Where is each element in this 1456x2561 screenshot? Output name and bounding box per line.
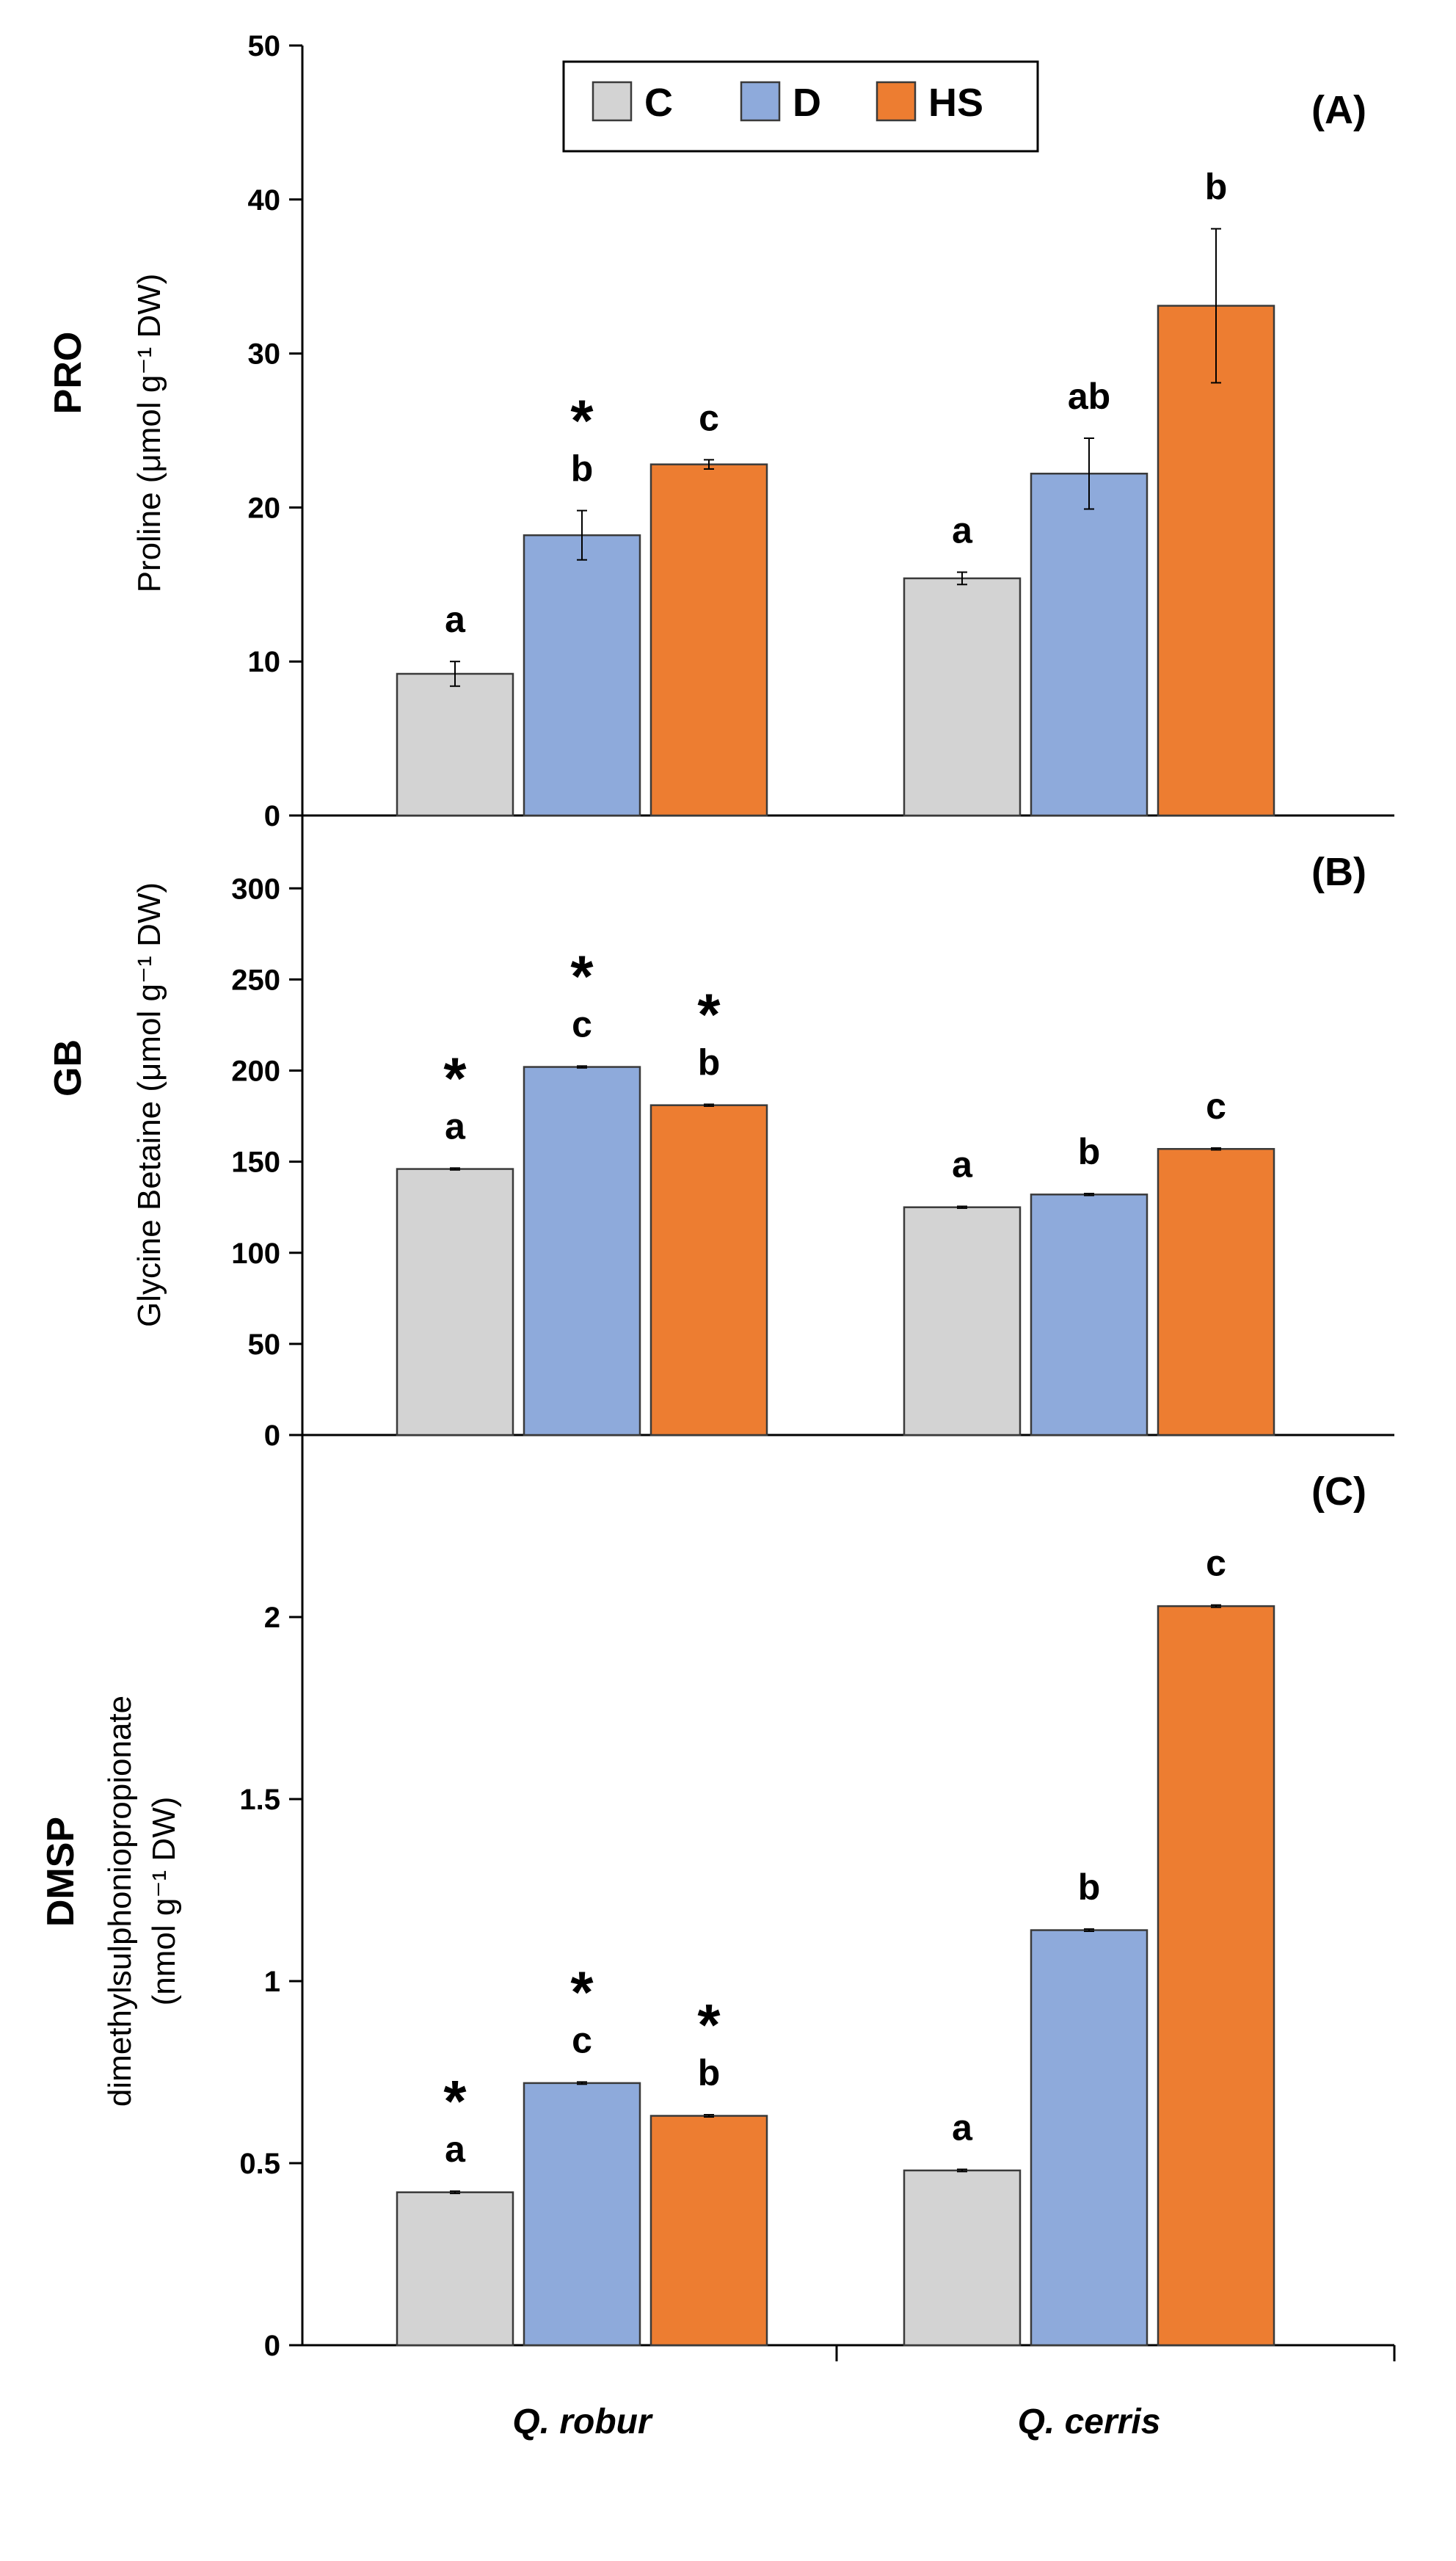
y-axis-label: (nmol g⁻¹ DW) (146, 1797, 182, 2006)
bar (523, 1066, 641, 1436)
legend-swatch (740, 81, 781, 122)
bar (1030, 472, 1149, 817)
legend-label: C (644, 81, 673, 125)
asterisk-mark: * (697, 981, 721, 1047)
y-tick-label: 0 (264, 800, 280, 832)
row-label: GB (47, 1039, 90, 1097)
y-tick-label: 30 (248, 338, 281, 371)
significance-letter: a (445, 599, 466, 640)
bar (523, 2082, 641, 2347)
bar (649, 2115, 768, 2347)
significance-letter: b (1205, 167, 1228, 208)
y-tick-label: 300 (231, 873, 280, 905)
significance-letter: c (1206, 1086, 1226, 1127)
bar (396, 2191, 514, 2347)
significance-letter: a (445, 1105, 466, 1147)
asterisk-mark: * (570, 1959, 594, 2024)
y-axis-label: Glycine Betaine (μmol g⁻¹ DW) (131, 882, 167, 1327)
significance-letter: c (699, 397, 719, 438)
panel-letter: (A) (1311, 88, 1366, 132)
y-tick-label: 10 (248, 646, 281, 678)
significance-letter: b (571, 448, 594, 490)
significance-letter: a (952, 510, 973, 551)
bar (903, 577, 1022, 817)
row-label: DMSP (40, 1817, 82, 1927)
bar (903, 1206, 1022, 1436)
y-axis-label: dimethylsulphoniopropionate (102, 1696, 138, 2107)
panel-letter: (B) (1311, 850, 1366, 894)
y-tick-label: 0 (264, 2330, 280, 2362)
category-label: Q. robur (512, 2402, 653, 2441)
legend-label: HS (928, 81, 983, 125)
significance-letter: b (1078, 1867, 1101, 1908)
y-axis-label: Proline (μmol g⁻¹ DW) (131, 274, 167, 593)
y-tick-label: 150 (231, 1147, 280, 1179)
y-tick-label: 100 (231, 1238, 280, 1270)
legend-label: D (793, 81, 821, 125)
significance-letter: a (445, 2129, 466, 2170)
asterisk-mark: * (570, 943, 594, 1009)
y-tick-label: 20 (248, 492, 281, 524)
bar (1157, 1605, 1275, 2347)
significance-letter: c (572, 2019, 592, 2060)
y-tick-label: 50 (248, 1329, 281, 1361)
significance-letter: b (698, 2052, 721, 2093)
y-tick-label: 0.5 (239, 2148, 280, 2180)
bar (1157, 1148, 1275, 1436)
bar (396, 672, 514, 817)
y-tick-label: 200 (231, 1056, 280, 1088)
bar (396, 1168, 514, 1436)
significance-letter: a (952, 1144, 973, 1185)
legend-box (562, 60, 1039, 153)
bar (649, 1104, 768, 1436)
bar (649, 463, 768, 817)
y-tick-label: 40 (248, 184, 281, 217)
asterisk-mark: * (697, 1992, 721, 2057)
bar (1157, 305, 1275, 817)
asterisk-mark: * (570, 388, 594, 454)
panel-letter: (C) (1311, 1470, 1366, 1514)
significance-letter: ab (1068, 376, 1110, 417)
y-tick-label: 0 (264, 1420, 280, 1452)
significance-letter: c (1206, 1543, 1226, 1584)
y-tick-label: 50 (248, 30, 281, 62)
asterisk-mark: * (443, 1045, 467, 1111)
significance-letter: c (572, 1003, 592, 1045)
y-tick-label: 1 (264, 1966, 280, 1998)
asterisk-mark: * (443, 2068, 467, 2134)
row-label: PRO (47, 332, 90, 415)
y-tick-label: 2 (264, 1602, 280, 1634)
significance-letter: b (698, 1042, 721, 1083)
legend-swatch (592, 81, 633, 122)
y-tick-label: 1.5 (239, 1784, 280, 1816)
bar (1030, 1929, 1149, 2347)
significance-letter: b (1078, 1131, 1101, 1172)
y-tick-label: 250 (231, 964, 280, 996)
bar (1030, 1194, 1149, 1436)
bar (523, 534, 641, 817)
legend-swatch (876, 81, 917, 122)
category-label: Q. cerris (1018, 2402, 1161, 2441)
significance-letter: a (952, 2107, 973, 2148)
bar (903, 2169, 1022, 2347)
